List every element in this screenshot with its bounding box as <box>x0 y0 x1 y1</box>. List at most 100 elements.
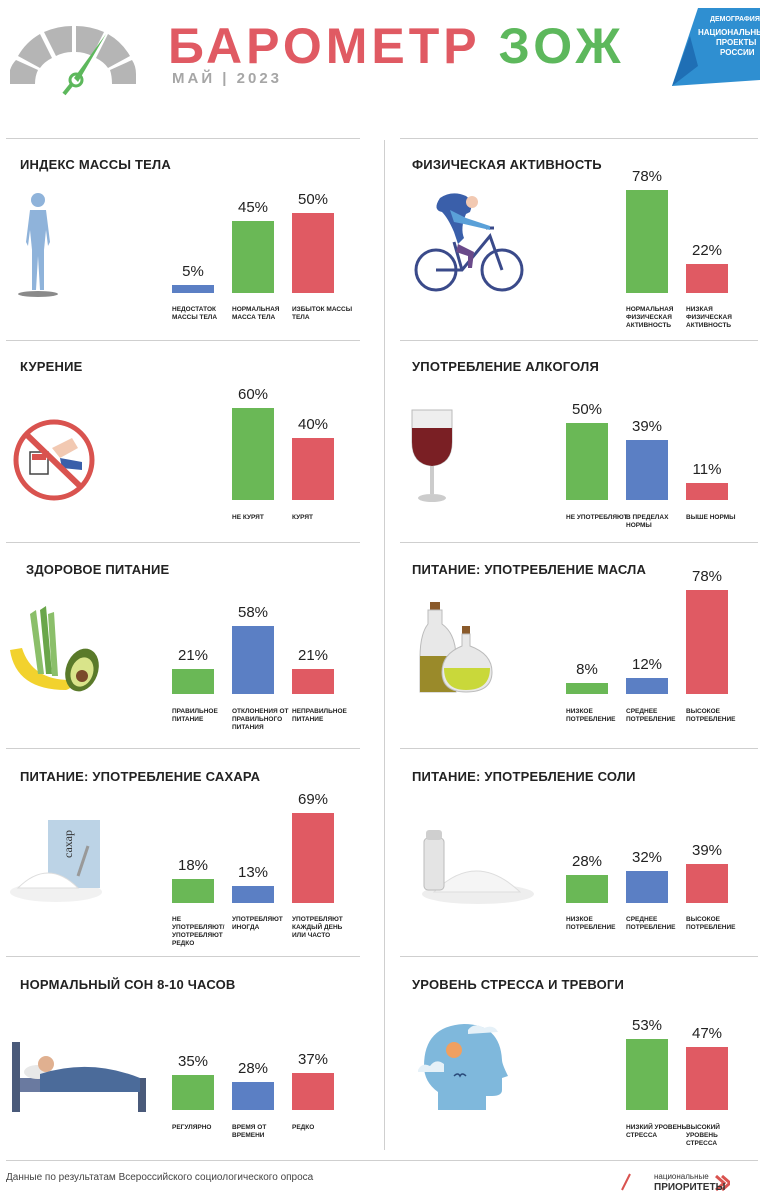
data-label: 32% <box>631 849 663 866</box>
category-label: ОТКЛОНЕНИЯ ОТ ПРАВИЛЬНОГО ПИТАНИЯ <box>232 708 289 731</box>
separator <box>400 956 758 957</box>
data-label: 39% <box>631 418 663 435</box>
category-label: ВЫСОКОЕ ПОТРЕБЛЕНИЕ <box>686 708 736 723</box>
data-label: 11% <box>692 461 722 478</box>
data-label: 50% <box>297 191 329 208</box>
no-smoking-icon <box>13 419 95 501</box>
category-label: СРЕДНЕЕ ПОТРЕБЛЕНИЕ <box>626 916 676 931</box>
bar <box>232 626 274 694</box>
stress-head-icon <box>418 1024 508 1110</box>
category-label: НИЗКИЙ УРОВЕНЬ СТРЕССА <box>626 1124 687 1139</box>
oil-bottles-icon <box>419 602 493 693</box>
sugar-bag-icon: сахар <box>10 820 102 902</box>
data-label: 21% <box>177 647 209 664</box>
data-label: 39% <box>691 842 723 859</box>
category-label: НОРМАЛЬНАЯ МАССА ТЕЛА <box>232 306 280 321</box>
bar <box>686 1047 728 1110</box>
bar <box>626 440 668 500</box>
chart-title: ИНДЕКС МАССЫ ТЕЛА <box>20 157 171 172</box>
national-priorities-logo: национальные ПРИОРИТЕТЫ <box>620 1170 733 1200</box>
page-title: БАРОМЕТР ЗОЖ <box>168 16 625 76</box>
data-label: 5% <box>182 263 204 280</box>
bar <box>686 264 728 293</box>
data-label: 28% <box>237 1060 269 1077</box>
data-label: 13% <box>237 864 269 881</box>
bar <box>232 408 274 500</box>
bar <box>292 1073 334 1110</box>
bar <box>566 875 608 903</box>
category-label: ВЫШЕ НОРМЫ <box>686 514 736 521</box>
category-label: НЕ УПОТРЕБЛЯЮТ/ УПОТРЕБЛЯЮТ РЕДКО <box>172 916 225 947</box>
human-body-icon <box>18 193 58 297</box>
bar <box>292 213 334 293</box>
category-label: ВЫСОКИЙ УРОВЕНЬ СТРЕССА <box>686 1124 720 1147</box>
bar <box>232 886 274 903</box>
bar <box>626 871 668 903</box>
bar <box>626 678 668 694</box>
category-label: ВРЕМЯ ОТ ВРЕМЕНИ <box>232 1124 267 1139</box>
data-label: 37% <box>297 1051 329 1068</box>
wine-glass-icon <box>411 409 453 502</box>
data-label: 78% <box>631 168 663 185</box>
separator <box>400 542 758 543</box>
separator <box>6 956 360 957</box>
category-label: НОРМАЛЬНАЯ ФИЗИЧЕСКАЯ АКТИВНОСТЬ <box>626 306 674 329</box>
separator <box>400 138 758 139</box>
category-label: РЕДКО <box>292 1124 315 1131</box>
chart-title: ПИТАНИЕ: УПОТРЕБЛЕНИЕ МАСЛА <box>412 562 647 577</box>
chart-title: КУРЕНИЕ <box>20 359 83 374</box>
category-label: ПРАВИЛЬНОЕ ПИТАНИЕ <box>172 708 218 723</box>
category-label: КУРЯТ <box>292 514 313 521</box>
data-label: 60% <box>237 386 269 403</box>
category-label: УПОТРЕБЛЯЮТ КАЖДЫЙ ДЕНЬ ИЛИ ЧАСТО <box>292 916 343 939</box>
data-label: 28% <box>571 853 603 870</box>
bar <box>232 221 274 293</box>
bar <box>232 1082 274 1110</box>
bar <box>172 879 214 903</box>
chart-title: УПОТРЕБЛЕНИЕ АЛКОГОЛЯ <box>412 359 600 374</box>
data-label: 21% <box>297 647 329 664</box>
category-label: НИЗКОЕ ПОТРЕБЛЕНИЕ <box>566 708 616 723</box>
separator <box>400 748 758 749</box>
bar <box>626 1039 668 1110</box>
logo-line-4: РОССИИ <box>720 48 755 57</box>
national-projects-logo: ДЕМОГРАФИЯ НАЦИОНАЛЬНЫЕ ПРОЕКТЫ РОССИИ <box>668 6 764 93</box>
chart-title: ПИТАНИЕ: УПОТРЕБЛЕНИЕ САХАРА <box>20 769 261 784</box>
vertical-separator <box>384 140 385 1150</box>
category-label: УПОТРЕБЛЯЮТ ИНОГДА <box>232 916 283 931</box>
separator <box>6 340 360 341</box>
chart-title: ПИТАНИЕ: УПОТРЕБЛЕНИЕ СОЛИ <box>412 769 636 784</box>
bar <box>292 669 334 694</box>
category-label: В ПРЕДЕЛАХ НОРМЫ <box>626 514 669 529</box>
category-label: НЕ КУРЯТ <box>232 514 264 521</box>
bar <box>172 1075 214 1110</box>
data-label: 8% <box>576 661 598 678</box>
separator <box>400 340 758 341</box>
page-subtitle: МАЙ | 2023 <box>172 70 283 87</box>
data-label: 12% <box>631 656 663 673</box>
separator <box>6 542 360 543</box>
gauge-icon <box>10 26 136 96</box>
logo-line-2: НАЦИОНАЛЬНЫЕ <box>698 28 764 37</box>
data-label: 58% <box>237 604 269 621</box>
category-label: НИЗКАЯ ФИЗИЧЕСКАЯ АКТИВНОСТЬ <box>686 306 732 329</box>
bar <box>292 813 334 903</box>
bar <box>172 285 214 293</box>
logo-shape-icon <box>672 8 760 86</box>
data-label: 50% <box>571 401 603 418</box>
data-label: 45% <box>237 199 269 216</box>
data-label: 47% <box>691 1025 723 1042</box>
title-part-2: ЗОЖ <box>498 18 625 74</box>
cyclist-icon <box>414 193 524 292</box>
chart-title: УРОВЕНЬ СТРЕССА И ТРЕВОГИ <box>412 977 625 992</box>
data-label: 53% <box>631 1017 663 1034</box>
logo-text-2: ПРИОРИТЕТЫ <box>654 1182 726 1193</box>
chart-title: НОРМАЛЬНЫЙ СОН 8-10 ЧАСОВ <box>20 977 236 992</box>
category-label: НЕ УПОТРЕБЛЯЮТ <box>566 514 628 521</box>
logo-text-1: национальные <box>654 1172 709 1181</box>
data-label: 22% <box>691 242 723 259</box>
title-part-1: БАРОМЕТР <box>168 18 481 74</box>
category-label: НЕПРАВИЛЬНОЕ ПИТАНИЕ <box>292 708 347 723</box>
footer-note: Данные по результатам Всероссийского соц… <box>6 1172 314 1183</box>
